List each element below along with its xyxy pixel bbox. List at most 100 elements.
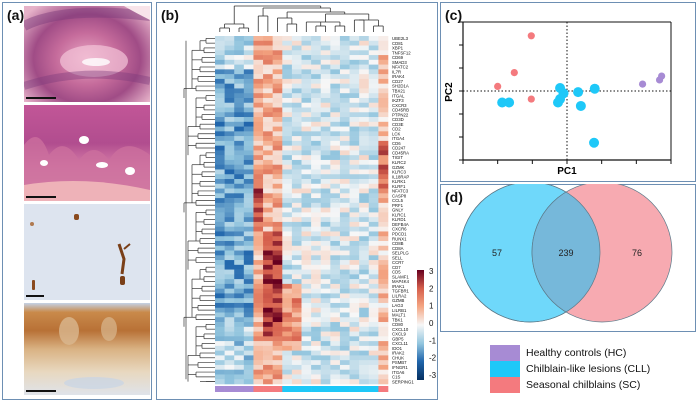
heatmap-cell xyxy=(339,35,350,41)
heatmap-cell xyxy=(252,173,263,179)
heatmap-cell xyxy=(358,130,369,136)
heatmap-cell xyxy=(320,288,331,294)
heatmap-cell xyxy=(291,40,302,46)
heatmap-cell xyxy=(329,254,340,260)
heatmap-cell xyxy=(349,245,359,251)
heatmap-cell xyxy=(233,350,244,356)
heatmap-cell xyxy=(252,59,263,65)
heatmap-cell xyxy=(368,130,379,136)
heatmap-cell xyxy=(320,45,331,51)
heatmap-cell xyxy=(272,316,283,322)
heatmap-cell xyxy=(339,264,350,270)
heatmap-cell xyxy=(377,149,388,155)
heatmap-cell xyxy=(329,283,340,289)
heatmap-cell xyxy=(310,235,321,241)
heatmap-cell xyxy=(214,188,225,194)
heatmap-cell xyxy=(214,92,225,98)
heatmap-cell xyxy=(301,211,311,217)
heatmap-cell xyxy=(262,326,273,332)
heatmap-cell xyxy=(301,159,311,165)
pca-scatter-chart: PC1 PC2 xyxy=(444,21,671,177)
heatmap-cell xyxy=(291,302,302,308)
gene-label: DEFB4A xyxy=(392,221,409,226)
heatmap-cell xyxy=(252,269,263,275)
legend-label-hc: Healthy controls (HC) xyxy=(526,347,627,359)
heatmap-cell xyxy=(320,240,331,246)
heatmap-cell xyxy=(320,78,331,84)
heatmap-cell xyxy=(252,107,263,113)
heatmap-cell xyxy=(224,350,235,356)
heatmap-cell xyxy=(368,135,379,141)
gene-label: SELL xyxy=(392,255,403,260)
heatmap-cell xyxy=(262,188,273,194)
heatmap-cell xyxy=(252,116,263,122)
heatmap-cell xyxy=(272,121,283,127)
heatmap-cell xyxy=(272,264,283,270)
heatmap-cell xyxy=(214,102,225,108)
heatmap-cell xyxy=(377,359,388,365)
heatmap-cell xyxy=(368,97,379,103)
heatmap-cell xyxy=(291,202,302,208)
heatmap-cell xyxy=(339,311,350,318)
heatmap-cell xyxy=(339,197,350,203)
heatmap-cell xyxy=(252,354,263,360)
heatmap-cell xyxy=(243,235,254,241)
gene-label: CD6 xyxy=(392,140,401,145)
heatmap-cell xyxy=(377,345,388,351)
heatmap-cell xyxy=(329,264,340,270)
gene-label: ITGA4 xyxy=(392,136,405,141)
heatmap-cell xyxy=(358,197,369,203)
heatmap-cell xyxy=(320,183,331,189)
heatmap-cell xyxy=(233,302,244,308)
heatmap-cell xyxy=(233,164,244,170)
heatmap-cell xyxy=(377,145,388,151)
heatmap-cell xyxy=(291,321,302,327)
heatmap-cell xyxy=(243,216,254,222)
heatmap-cell xyxy=(262,64,273,70)
heatmap-cell xyxy=(339,97,350,103)
heatmap-cell xyxy=(339,116,350,122)
heatmap-cell xyxy=(243,97,254,103)
heatmap-cell xyxy=(349,49,359,55)
heatmap-cell xyxy=(358,107,369,113)
heatmap-cell xyxy=(377,307,388,313)
heatmap-cell xyxy=(349,178,359,184)
heatmap-cell xyxy=(243,254,254,260)
gene-label: CD81 xyxy=(392,40,404,45)
heatmap-cell xyxy=(233,121,244,127)
heatmap-cell xyxy=(339,68,350,74)
heatmap-cell xyxy=(243,211,254,217)
heatmap-cell xyxy=(281,59,292,65)
heatmap-cell xyxy=(262,250,273,256)
heatmap-cell xyxy=(252,154,263,160)
heatmap-cell xyxy=(301,369,311,375)
heatmap-cell xyxy=(377,164,388,170)
heatmap-cell xyxy=(368,230,379,237)
heatmap-cell xyxy=(377,178,388,184)
heatmap-cell xyxy=(243,140,254,146)
heatmap-cell xyxy=(368,311,379,318)
gene-label: RUNX1 xyxy=(392,236,407,241)
heatmap-cell xyxy=(224,83,235,89)
heatmap-cell xyxy=(339,378,350,384)
heatmap-cell xyxy=(243,364,254,370)
heatmap-cell xyxy=(291,364,302,370)
ihc-stain-vessels-image xyxy=(24,204,150,300)
heatmap-cell xyxy=(291,340,302,346)
heatmap-cell xyxy=(339,230,350,237)
heatmap-cell xyxy=(281,126,292,132)
heatmap-cell xyxy=(349,140,359,146)
heatmap-cell xyxy=(243,331,254,337)
heatmap-cell xyxy=(368,173,379,179)
heatmap-cell xyxy=(349,164,359,170)
heatmap-cell xyxy=(329,207,340,213)
heatmap-cell xyxy=(320,54,331,60)
heatmap-cell xyxy=(214,78,225,84)
heatmap-cell xyxy=(320,221,331,227)
heatmap-cell xyxy=(214,68,225,74)
heatmap-cell xyxy=(224,149,235,155)
heatmap-cell xyxy=(243,192,254,198)
heatmap-cell xyxy=(349,373,359,380)
heatmap-cell xyxy=(358,102,369,108)
gene-label: KLRC3 xyxy=(392,169,406,174)
